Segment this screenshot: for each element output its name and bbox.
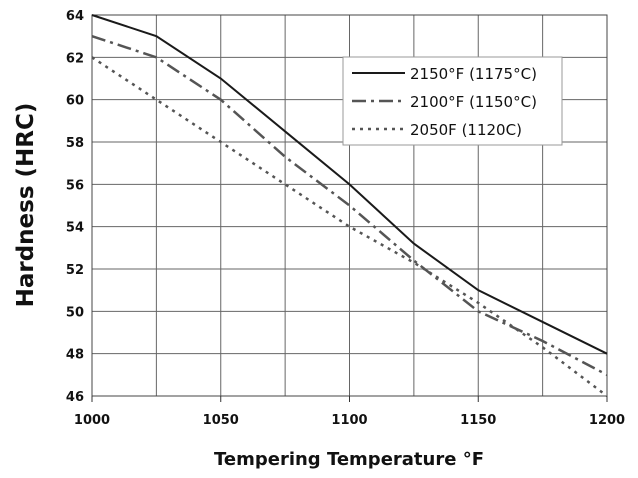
y-tick-label: 60 (66, 94, 84, 109)
x-tick-label: 1050 (203, 413, 239, 428)
y-tick-label: 58 (66, 136, 84, 151)
y-tick-label: 56 (66, 178, 84, 193)
y-axis-label: Hardness (HRC) (13, 103, 39, 308)
y-tick-label: 52 (66, 263, 84, 278)
y-tick-label: 54 (66, 221, 84, 236)
legend-label: 2050F (1120C) (410, 121, 522, 139)
series-line-2 (91, 34, 608, 376)
x-axis-label: Tempering Temperature °F (214, 449, 484, 470)
legend-label: 2100°F (1150°C) (410, 93, 537, 111)
legend: 2150°F (1175°C) 2100°F (1150°C) 2050F (112… (342, 56, 563, 146)
x-tick-label: 1000 (74, 413, 110, 428)
x-tick-label: 1150 (460, 413, 496, 428)
x-tick-label: 1200 (589, 413, 625, 428)
y-tick-label: 48 (66, 348, 84, 363)
legend-label: 2150°F (1175°C) (410, 65, 537, 83)
y-tick-label: 62 (66, 51, 84, 66)
x-tick-label: 1100 (331, 413, 367, 428)
series-line-1 (91, 14, 608, 355)
y-tick-label: 46 (66, 390, 84, 405)
y-tick-label: 64 (66, 9, 84, 24)
y-tick-label: 50 (66, 305, 84, 320)
